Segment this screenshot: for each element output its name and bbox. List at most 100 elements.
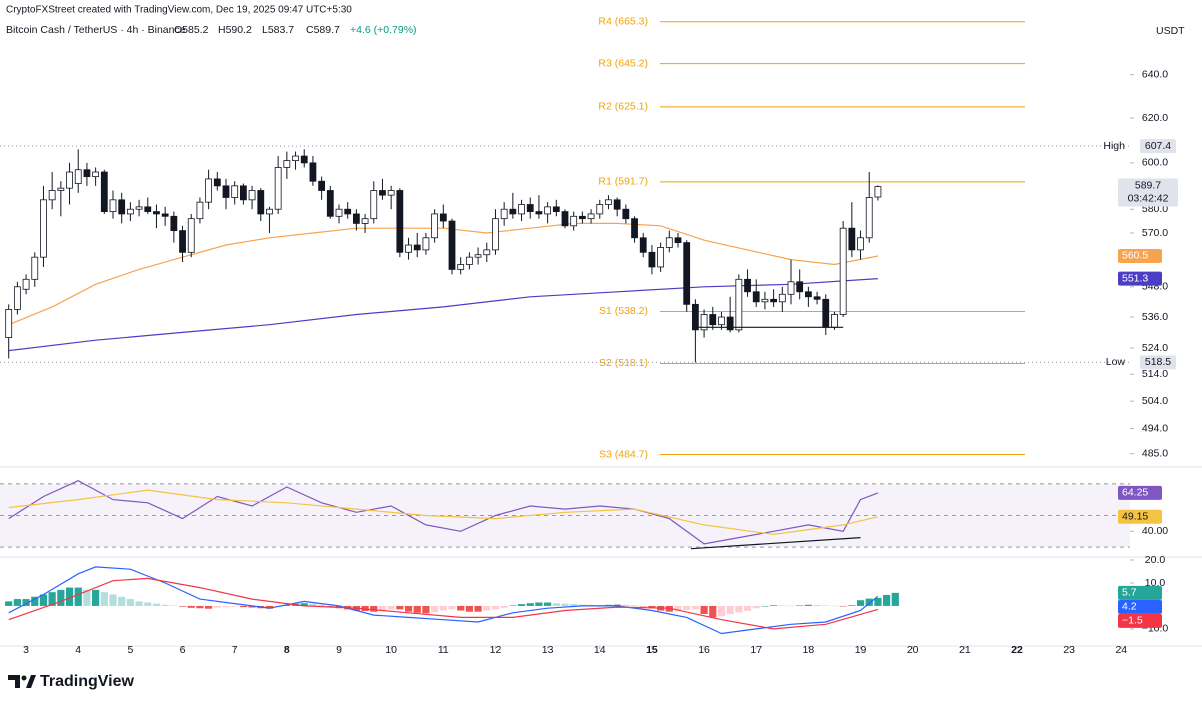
candle-body <box>92 171 100 178</box>
candle-body <box>552 206 560 212</box>
histogram-bar <box>222 605 230 608</box>
histogram-bar <box>483 605 491 611</box>
histogram-bar <box>248 605 256 608</box>
x-tick-label: 21 <box>959 644 971 656</box>
y-tick-label: 504.0 <box>1142 395 1168 407</box>
candle-body <box>344 208 352 215</box>
histogram-bar <box>65 587 74 606</box>
histogram-bar <box>152 603 161 606</box>
histogram-bar <box>144 602 152 606</box>
x-tick-label: 13 <box>542 644 554 656</box>
candle-body <box>205 178 213 203</box>
x-tick-label: 6 <box>180 644 186 656</box>
y-tick-label: 536.0 <box>1142 311 1168 323</box>
price-tag-label: 5.7 <box>1122 587 1137 599</box>
candle-body <box>770 298 778 303</box>
histogram-bar <box>517 604 526 606</box>
candle-body <box>352 213 360 224</box>
candle-body <box>796 281 804 293</box>
candle-body <box>179 230 186 253</box>
low-line-tag <box>1140 355 1176 370</box>
low-line-label: Low <box>1106 356 1126 368</box>
candle-body <box>257 190 265 215</box>
histogram-bar <box>865 598 873 606</box>
histogram-bar <box>74 587 82 606</box>
candle-body <box>22 278 30 290</box>
price-tag-label: 64.25 <box>1122 487 1148 499</box>
histogram-bar <box>770 605 778 606</box>
candle-body <box>874 186 882 198</box>
candle-body <box>804 291 812 298</box>
candle-body <box>161 213 169 217</box>
histogram-bar <box>126 599 134 606</box>
candle-body <box>135 206 143 210</box>
macd-line <box>8 577 879 630</box>
moving-average <box>8 278 878 352</box>
candle-body <box>335 208 343 217</box>
histogram-bar <box>665 605 673 612</box>
candle-body <box>778 293 786 303</box>
candle-body <box>674 237 682 244</box>
histogram-bar <box>265 605 274 609</box>
price-tag-label: −1.5 <box>1122 615 1143 627</box>
candle-body <box>100 171 108 212</box>
histogram-bar <box>891 592 899 606</box>
x-tick-label: 23 <box>1063 644 1075 656</box>
x-tick-label: 15 <box>646 644 658 656</box>
candle-body <box>248 190 256 201</box>
last-price-tag <box>1118 178 1178 207</box>
pivot-label: S2 (518.1) <box>599 357 648 369</box>
candle-body <box>813 296 821 300</box>
candle-body <box>761 298 769 303</box>
candle-body <box>518 204 525 215</box>
x-tick-label: 14 <box>594 644 606 656</box>
histogram-bar <box>544 602 552 606</box>
histogram-bar <box>752 605 760 609</box>
candle-body <box>831 314 838 328</box>
candle-body <box>413 244 421 251</box>
candle-body <box>396 190 404 253</box>
candle-body <box>292 155 299 162</box>
y-tick-label: 40.00 <box>1142 525 1168 537</box>
candle-body <box>31 256 39 280</box>
x-tick-label: 12 <box>490 644 502 656</box>
candle-body <box>326 190 334 217</box>
pivot-label: R4 (665.3) <box>598 15 648 27</box>
histogram-bar <box>717 605 726 617</box>
x-tick-label: 24 <box>1115 644 1127 656</box>
histogram-bar <box>13 599 21 606</box>
candle-body <box>370 190 378 220</box>
histogram-bar <box>639 605 647 607</box>
x-tick-label: 11 <box>438 644 449 656</box>
candle-body <box>66 171 73 189</box>
histogram-bar <box>118 596 126 606</box>
price-tag <box>1118 599 1162 614</box>
candle-body <box>718 316 725 326</box>
symbol: Bitcoin Cash / TetherUS · 4h · Binance <box>6 24 186 36</box>
histogram-bar <box>465 605 473 612</box>
candle-body <box>744 278 751 293</box>
high-line-value: 607.4 <box>1145 140 1171 152</box>
candle-body <box>787 281 795 295</box>
histogram-bar <box>309 603 317 606</box>
candle-body <box>239 185 247 201</box>
histogram-bar <box>326 605 334 607</box>
x-tick-label: 3 <box>23 644 29 656</box>
moving-average <box>8 222 879 326</box>
y-tick-label: 485.0 <box>1142 447 1168 459</box>
price-tag <box>1118 613 1162 628</box>
histogram-bar <box>743 605 752 611</box>
histogram-bar <box>100 592 108 606</box>
candle-body <box>309 162 317 182</box>
high-line-tag <box>1140 139 1176 154</box>
histogram-bar <box>457 605 465 611</box>
candle-body <box>735 278 743 331</box>
candle-body <box>448 220 456 270</box>
candle-body <box>13 286 21 310</box>
candle-body <box>822 298 830 328</box>
candle-body <box>379 190 386 196</box>
candle-body <box>709 314 717 326</box>
price-tag <box>1118 509 1162 524</box>
close: C589.7 <box>306 24 340 36</box>
